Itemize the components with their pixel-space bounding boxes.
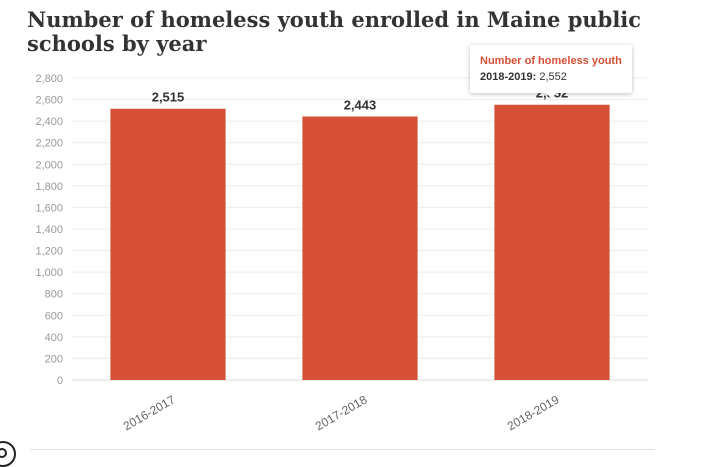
y-tick-label: 1,400 xyxy=(35,224,63,236)
bars xyxy=(110,104,610,381)
y-tick-label: 800 xyxy=(45,289,63,301)
y-tick-label: 2,800 xyxy=(35,73,63,85)
tooltip-category: 2018-2019: xyxy=(480,71,537,83)
y-axis: 0 200 400 600 800 1,000 1,200 1,400 1,600 1,800 2,… xyxy=(35,73,63,387)
y-tick-label: 1,000 xyxy=(35,267,63,279)
x-tick-label: 2016-2017 xyxy=(121,392,178,433)
y-tick-label: 1,800 xyxy=(35,181,63,193)
y-tick-label: 0 xyxy=(57,375,63,387)
bar xyxy=(494,104,610,381)
data-label: 2,515 xyxy=(152,90,185,105)
bar xyxy=(110,108,226,380)
y-tick-label: 2,400 xyxy=(35,116,63,128)
y-tick-label: 200 xyxy=(45,353,63,365)
chart-title: Number of homeless youth enrolled in Mai… xyxy=(27,7,642,56)
data-label: 2,443 xyxy=(344,98,377,113)
tooltip-value: 2,552 xyxy=(539,71,567,83)
y-tick-label: 2,200 xyxy=(35,138,63,150)
tooltip-line: 2018-2019: 2,552 xyxy=(480,71,567,83)
x-axis: 2016-2017 2017-2018 2018-2019 xyxy=(121,392,562,433)
bar xyxy=(302,116,418,380)
tooltip-heading: Number of homeless youth xyxy=(480,55,622,67)
tooltip-arrow xyxy=(544,91,558,98)
tooltip: Number of homeless youth 2018-2019: 2,55… xyxy=(470,45,632,98)
y-tick-label: 400 xyxy=(45,332,63,344)
y-tick-label: 2,000 xyxy=(35,159,63,171)
y-tick-label: 2,600 xyxy=(35,95,63,107)
y-tick-label: 600 xyxy=(45,310,63,322)
x-tick-label: 2017-2018 xyxy=(313,392,370,433)
x-tick-label: 2018-2019 xyxy=(505,392,562,433)
y-tick-label: 1,600 xyxy=(35,202,63,214)
y-tick-label: 1,200 xyxy=(35,246,63,258)
footer-divider xyxy=(30,449,655,450)
